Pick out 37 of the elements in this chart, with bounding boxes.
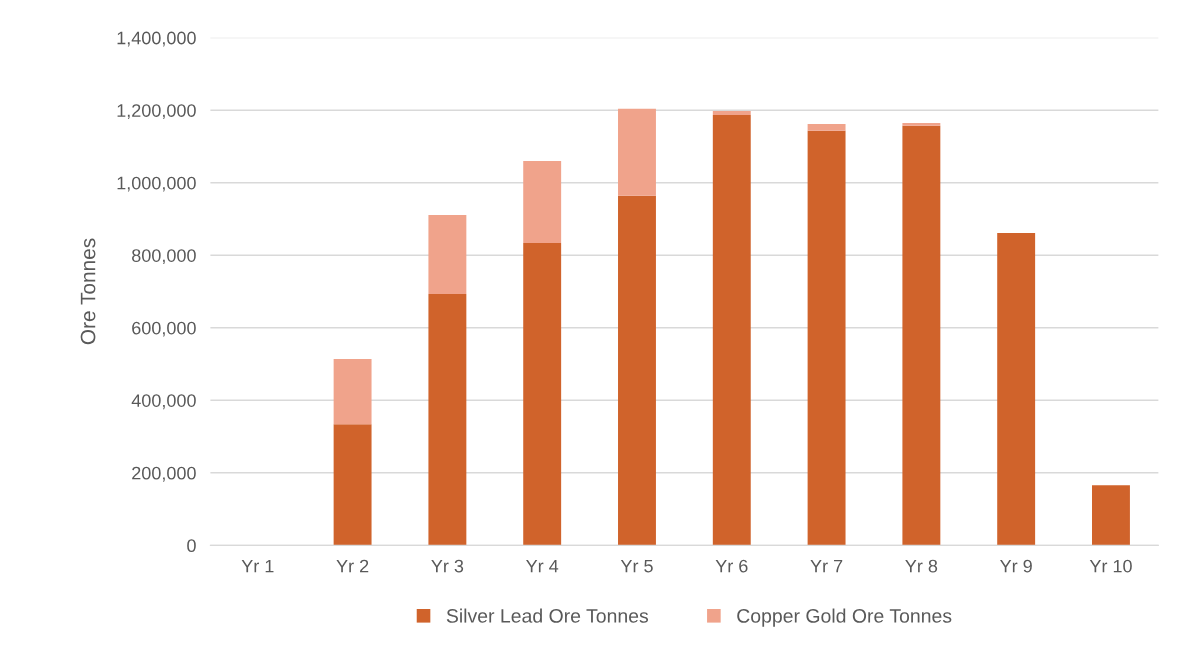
bar <box>902 122 941 126</box>
x-tick-label: Yr 10 <box>1089 559 1132 573</box>
y-axis-title: Ore Tonnes <box>80 238 96 345</box>
x-tick-label: Yr 8 <box>905 559 938 573</box>
bar <box>902 125 941 546</box>
y-tick-label: 200,000 <box>132 466 196 482</box>
x-tick-label: Yr 7 <box>810 559 843 573</box>
y-tick-label: 600,000 <box>132 321 196 337</box>
bar <box>333 424 372 546</box>
bar <box>333 358 372 425</box>
y-tick-label: 400,000 <box>131 394 196 410</box>
bar <box>523 160 562 243</box>
bar <box>807 123 846 131</box>
bar <box>997 233 1036 546</box>
bar <box>428 214 467 295</box>
bar <box>1092 485 1130 546</box>
y-tick-label: 1,000,000 <box>117 176 196 192</box>
bar <box>523 242 562 546</box>
y-tick-label: 1,400,000 <box>117 31 196 47</box>
x-tick-label: Yr 4 <box>526 559 559 573</box>
legend-label: Silver Lead Ore Tonnes <box>446 608 649 623</box>
bar <box>807 130 846 546</box>
bar <box>712 110 751 115</box>
x-tick-label: Yr 9 <box>1000 559 1032 573</box>
bar <box>428 294 467 546</box>
bar <box>618 195 656 546</box>
y-tick-label: 1,200,000 <box>117 104 196 120</box>
x-tick-label: Yr 6 <box>715 559 748 573</box>
bar <box>712 114 751 546</box>
x-tick-label: Yr 3 <box>431 559 464 573</box>
x-tick-label: Yr 5 <box>620 559 653 573</box>
x-tick-label: Yr 1 <box>241 559 274 573</box>
x-tick-label: Yr 2 <box>336 559 369 573</box>
y-tick-label: 800,000 <box>132 249 196 265</box>
bar <box>618 108 656 196</box>
y-tick-label: 0 <box>187 539 196 553</box>
legend-label: Copper Gold Ore Tonnes <box>737 608 952 627</box>
